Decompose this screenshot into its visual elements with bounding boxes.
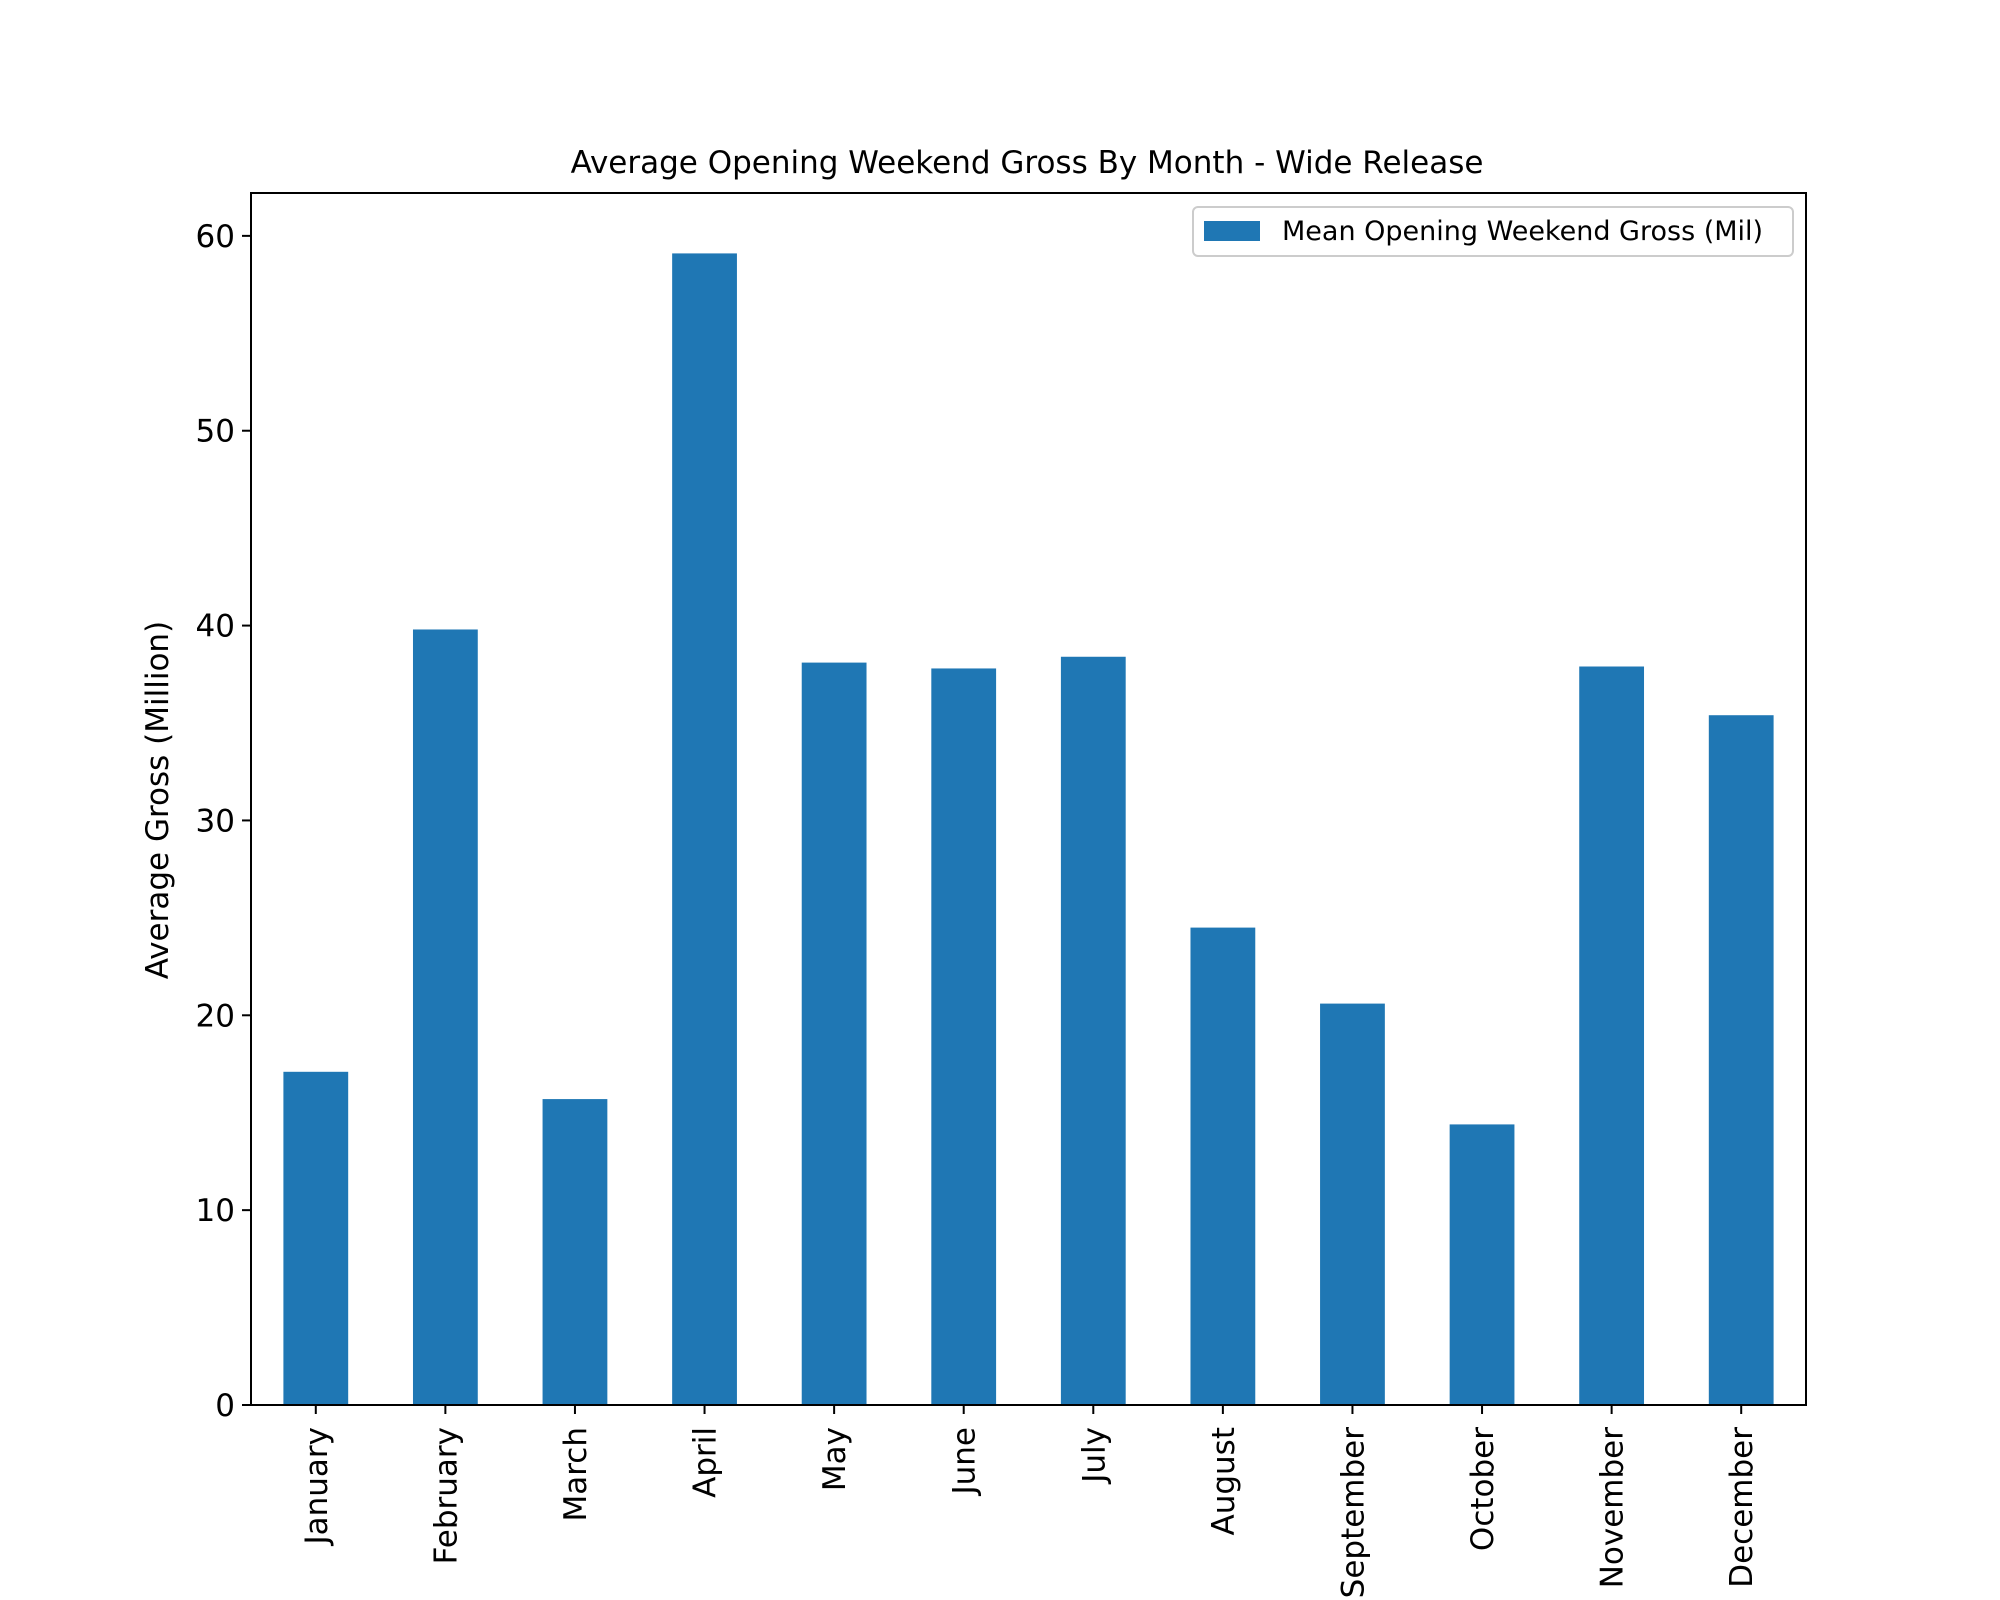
x-tick-label-march: March <box>558 1427 594 1522</box>
x-tick-label-december: December <box>1724 1427 1760 1588</box>
chart-title: Average Opening Weekend Gross By Month -… <box>571 145 1484 181</box>
x-tick-label-september: September <box>1335 1427 1371 1599</box>
bar-january <box>283 1071 349 1405</box>
y-tick-label: 40 <box>196 609 235 645</box>
legend-swatch <box>1204 221 1260 241</box>
x-tick-label-february: February <box>428 1427 464 1564</box>
x-tick-label-april: April <box>688 1427 724 1498</box>
x-tick-label-may: May <box>817 1427 853 1491</box>
plot-area-frame <box>250 192 1807 1406</box>
x-tick-label-november: November <box>1595 1427 1631 1589</box>
y-tick-label: 50 <box>196 414 235 450</box>
bar-may <box>801 662 867 1405</box>
x-tick-label-october: October <box>1465 1427 1501 1551</box>
bar-march <box>542 1099 608 1405</box>
x-tick-label-january: January <box>299 1427 335 1547</box>
bars-group <box>283 253 1774 1405</box>
y-tick-label: 10 <box>196 1193 235 1229</box>
y-tick-label: 20 <box>196 998 235 1034</box>
bar-june <box>931 668 997 1405</box>
bar-november <box>1579 666 1645 1405</box>
legend-box <box>1192 206 1794 257</box>
x-tick-label-june: June <box>947 1427 983 1497</box>
bar-october <box>1449 1124 1515 1405</box>
x-tick-label-july: July <box>1076 1427 1112 1485</box>
bar-february <box>412 629 478 1405</box>
bar-july <box>1060 656 1126 1405</box>
bar-august <box>1190 927 1256 1405</box>
bar-september <box>1320 1003 1385 1405</box>
y-axis-label: Average Gross (Million) <box>140 621 176 979</box>
legend: Mean Opening Weekend Gross (Mil) <box>1192 206 1794 257</box>
legend-label: Mean Opening Weekend Gross (Mil) <box>1282 216 1763 247</box>
y-axis-ticks: 0 10 20 30 40 50 60 <box>196 219 251 1424</box>
bar-april <box>672 253 737 1405</box>
x-tick-label-august: August <box>1206 1427 1242 1536</box>
y-tick-label: 30 <box>196 803 235 839</box>
y-tick-label: 0 <box>215 1388 235 1424</box>
y-tick-label: 60 <box>196 219 235 255</box>
x-axis-ticks: January February March April May June July Augu… <box>299 1405 1760 1598</box>
bar-december <box>1708 715 1774 1405</box>
